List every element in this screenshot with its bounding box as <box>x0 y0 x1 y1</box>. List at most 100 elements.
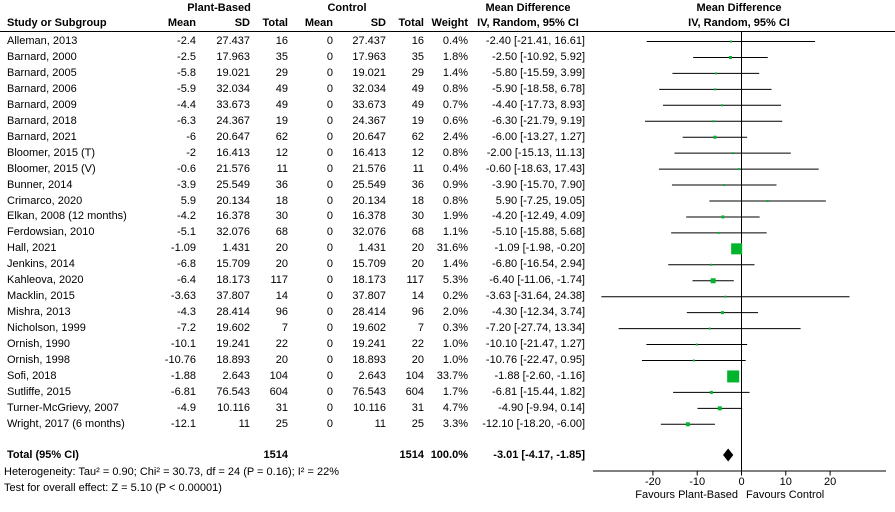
cell-c-sd: 33.673 <box>352 98 386 111</box>
total-ci-text: -3.01 [-4.17, -1.85] <box>493 449 585 461</box>
cell-c-mean: 0 <box>326 98 333 111</box>
cell-mean: -12.1 <box>170 417 196 430</box>
effect-square <box>714 72 717 75</box>
col-header-c-mean: Mean <box>304 17 333 29</box>
cell-c-sd: 28.414 <box>352 306 386 319</box>
axis-tick-label: -20 <box>645 476 661 488</box>
cell-ci-text: -7.20 [-27.74, 13.34] <box>485 322 585 335</box>
cell-ci-text: -12.10 [-18.20, -6.00] <box>482 417 585 430</box>
cell-total: 20 <box>275 258 288 271</box>
cell-c-mean: 0 <box>326 417 333 430</box>
cell-c-total: 20 <box>411 242 424 255</box>
cell-total: 12 <box>275 146 288 159</box>
cell-total: 25 <box>275 417 288 430</box>
cell-name: Barnard, 2018 <box>7 114 77 127</box>
cell-c-sd: 1.431 <box>358 242 386 255</box>
cell-sd: 37.807 <box>216 290 250 303</box>
cell-ci-text: 5.90 [-7.25, 19.05] <box>495 194 585 207</box>
cell-mean: -4.3 <box>177 306 196 319</box>
cell-c-mean: 0 <box>326 385 333 398</box>
cell-name: Ornish, 1998 <box>7 354 70 366</box>
effect-square <box>723 184 726 187</box>
axis-tick-label: 0 <box>738 476 744 488</box>
cell-c-total: 62 <box>411 130 424 143</box>
cell-sd: 15.709 <box>216 258 250 271</box>
cell-mean: -1.88 <box>170 369 196 382</box>
heterogeneity-note: Heterogeneity: Tau² = 0.90; Chi² = 30.73… <box>4 466 339 478</box>
cell-mean: -6.4 <box>177 274 196 287</box>
cell-name: Crimarco, 2020 <box>7 194 83 207</box>
col-header-effect-ci: IV, Random, 95% CI <box>477 17 579 29</box>
effect-square <box>710 263 713 266</box>
cell-ci-text: -4.40 [-17.73, 8.93] <box>492 98 585 111</box>
cell-c-mean: 0 <box>326 258 333 271</box>
cell-c-total: 29 <box>411 66 424 79</box>
axis-tick-label: -10 <box>689 476 705 488</box>
effect-square <box>720 311 724 315</box>
cell-ci-text: -4.20 [-12.49, 4.09] <box>492 210 585 223</box>
cell-weight: 2.0% <box>442 306 468 319</box>
cell-total: 96 <box>275 306 288 319</box>
cell-total: 14 <box>275 290 288 303</box>
cell-c-total: 36 <box>411 178 424 191</box>
cell-name: Ornish, 1990 <box>7 338 70 351</box>
cell-c-sd: 10.116 <box>353 401 386 414</box>
effect-square <box>695 343 698 346</box>
cell-ci-text: -6.80 [-16.54, 2.94] <box>492 258 585 271</box>
cell-ci-text: -3.90 [-15.70, 7.90] <box>492 178 585 191</box>
pooled-diamond <box>723 448 734 462</box>
cell-sd: 33.673 <box>216 98 250 111</box>
cell-c-total: 117 <box>406 274 424 287</box>
group-header-control: Control <box>327 2 367 14</box>
cell-total: 49 <box>275 82 288 95</box>
col-header-study: Study or Subgroup <box>7 17 107 29</box>
cell-sd: 16.413 <box>216 146 250 159</box>
cell-c-sd: 17.963 <box>352 50 386 63</box>
col-header-pb-sd: SD <box>234 17 250 29</box>
cell-sd: 32.076 <box>216 226 250 239</box>
cell-weight: 1.4% <box>442 258 468 271</box>
cell-c-sd: 20.647 <box>352 130 386 143</box>
total-weight: 100.0% <box>430 449 468 461</box>
effect-square <box>728 55 732 59</box>
cell-sd: 2.643 <box>222 369 250 382</box>
cell-c-mean: 0 <box>326 162 333 175</box>
cell-mean: -10.1 <box>170 338 196 351</box>
cell-c-sd: 16.378 <box>352 210 386 223</box>
cell-c-mean: 0 <box>326 50 333 63</box>
cell-ci-text: -4.30 [-12.34, 3.74] <box>492 306 585 319</box>
cell-weight: 0.8% <box>442 82 468 95</box>
cell-mean: -5.1 <box>177 226 196 239</box>
effect-square <box>714 88 717 91</box>
cell-name: Ferdowsian, 2010 <box>7 226 95 239</box>
cell-c-sd: 25.549 <box>352 178 386 191</box>
cell-mean: -2.4 <box>177 35 196 47</box>
cell-weight: 0.8% <box>442 194 468 207</box>
cell-weight: 0.9% <box>442 178 468 191</box>
cell-c-total: 49 <box>411 98 424 111</box>
effect-square <box>737 168 740 171</box>
cell-c-total: 19 <box>411 114 424 127</box>
cell-c-total: 12 <box>411 146 424 159</box>
cell-mean: -7.2 <box>177 322 196 335</box>
cell-c-sd: 2.643 <box>358 369 386 382</box>
cell-ci-text: -0.60 [-18.63, 17.43] <box>485 162 585 175</box>
cell-mean: -6.81 <box>170 385 196 398</box>
cell-c-total: 16 <box>411 35 424 47</box>
cell-c-mean: 0 <box>326 401 333 414</box>
cell-c-mean: 0 <box>326 114 333 127</box>
cell-total: 20 <box>275 354 288 366</box>
col-header-c-sd: SD <box>370 17 386 29</box>
cell-c-total: 30 <box>411 210 424 223</box>
plot-column-title: Mean Difference <box>696 2 782 14</box>
cell-c-sd: 37.807 <box>352 290 386 303</box>
cell-total: 117 <box>270 274 288 287</box>
cell-c-sd: 32.076 <box>352 226 386 239</box>
effect-square <box>724 295 727 298</box>
cell-sd: 25.549 <box>216 178 250 191</box>
cell-name: Sutliffe, 2015 <box>7 385 72 398</box>
cell-ci-text: -2.40 [-21.41, 16.61] <box>485 35 585 47</box>
cell-mean: -4.2 <box>177 210 196 223</box>
cell-total: 36 <box>275 178 288 191</box>
